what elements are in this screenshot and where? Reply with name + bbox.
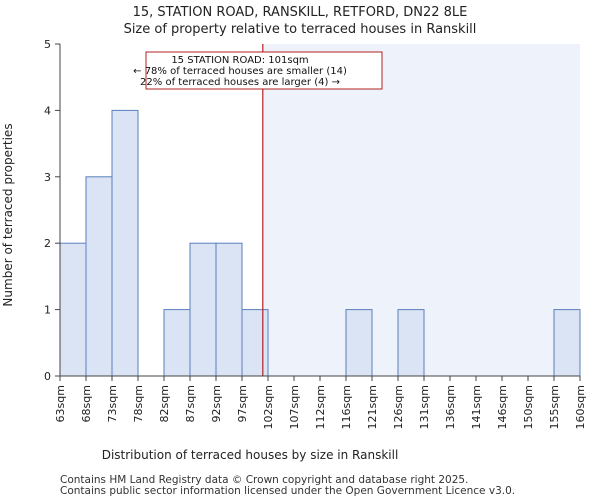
annotation-box [145, 51, 383, 90]
y-tick-label-4: 4 [44, 104, 51, 117]
y-tick-label-2: 2 [44, 237, 51, 250]
footer-line-2: Contains public sector information licen… [60, 485, 516, 497]
x-tick-label-73sqm: 73sqm [106, 385, 119, 422]
x-tick-label-150sqm: 150sqm [522, 385, 535, 429]
x-tick-label-141sqm: 141sqm [470, 385, 483, 429]
bar-92sqm [215, 242, 243, 377]
x-tick-label-155sqm: 155sqm [548, 385, 561, 429]
x-tick-label-92sqm: 92sqm [210, 385, 223, 422]
x-tick-label-131sqm: 131sqm [418, 385, 431, 429]
x-tick-label-102sqm: 102sqm [262, 385, 275, 429]
x-tick-label-82sqm: 82sqm [158, 385, 171, 422]
annotation-line-1: 15 STATION ROAD: 101sqm [171, 55, 308, 66]
chart-title: 15, STATION ROAD, RANSKILL, RETFORD, DN2… [132, 5, 468, 20]
bar-116sqm [345, 309, 373, 377]
x-tick-label-87sqm: 87sqm [184, 385, 197, 422]
x-tick-label-126sqm: 126sqm [392, 385, 405, 429]
bar-63sqm [59, 242, 87, 377]
x-tick-label-78sqm: 78sqm [132, 385, 145, 422]
x-tick-label-121sqm: 121sqm [366, 385, 379, 429]
x-axis-label: Distribution of terraced houses by size … [102, 448, 399, 462]
x-tick-label-63sqm: 63sqm [54, 385, 67, 422]
x-tick-label-160sqm: 160sqm [574, 385, 587, 429]
bar-97sqm [241, 309, 269, 377]
bar-68sqm [85, 176, 113, 377]
y-tick-label-5: 5 [44, 38, 51, 51]
x-tick-label-107sqm: 107sqm [288, 385, 301, 429]
footer-line-1: Contains HM Land Registry data © Crown c… [60, 474, 469, 486]
bar-126sqm [397, 309, 425, 377]
bar-82sqm [163, 309, 191, 377]
y-tick-label-3: 3 [44, 171, 51, 184]
y-tick-label-0: 0 [44, 370, 51, 383]
annotation-line-2: ← 78% of terraced houses are smaller (14… [133, 66, 347, 77]
x-tick-label-146sqm: 146sqm [496, 385, 509, 429]
x-tick-label-97sqm: 97sqm [236, 385, 249, 422]
x-tick-label-112sqm: 112sqm [314, 385, 327, 429]
y-tick-label-1: 1 [44, 304, 51, 317]
bar-155sqm [553, 309, 581, 377]
chart-subtitle: Size of property relative to terraced ho… [123, 22, 477, 37]
x-tick-label-136sqm: 136sqm [444, 385, 457, 429]
annotation-line-3: 22% of terraced houses are larger (4) → [140, 77, 340, 88]
x-tick-label-68sqm: 68sqm [80, 385, 93, 422]
x-tick-label-116sqm: 116sqm [340, 385, 353, 429]
bar-73sqm [111, 109, 139, 377]
bar-87sqm [189, 242, 217, 377]
y-axis-label: Number of terraced properties [1, 123, 15, 306]
